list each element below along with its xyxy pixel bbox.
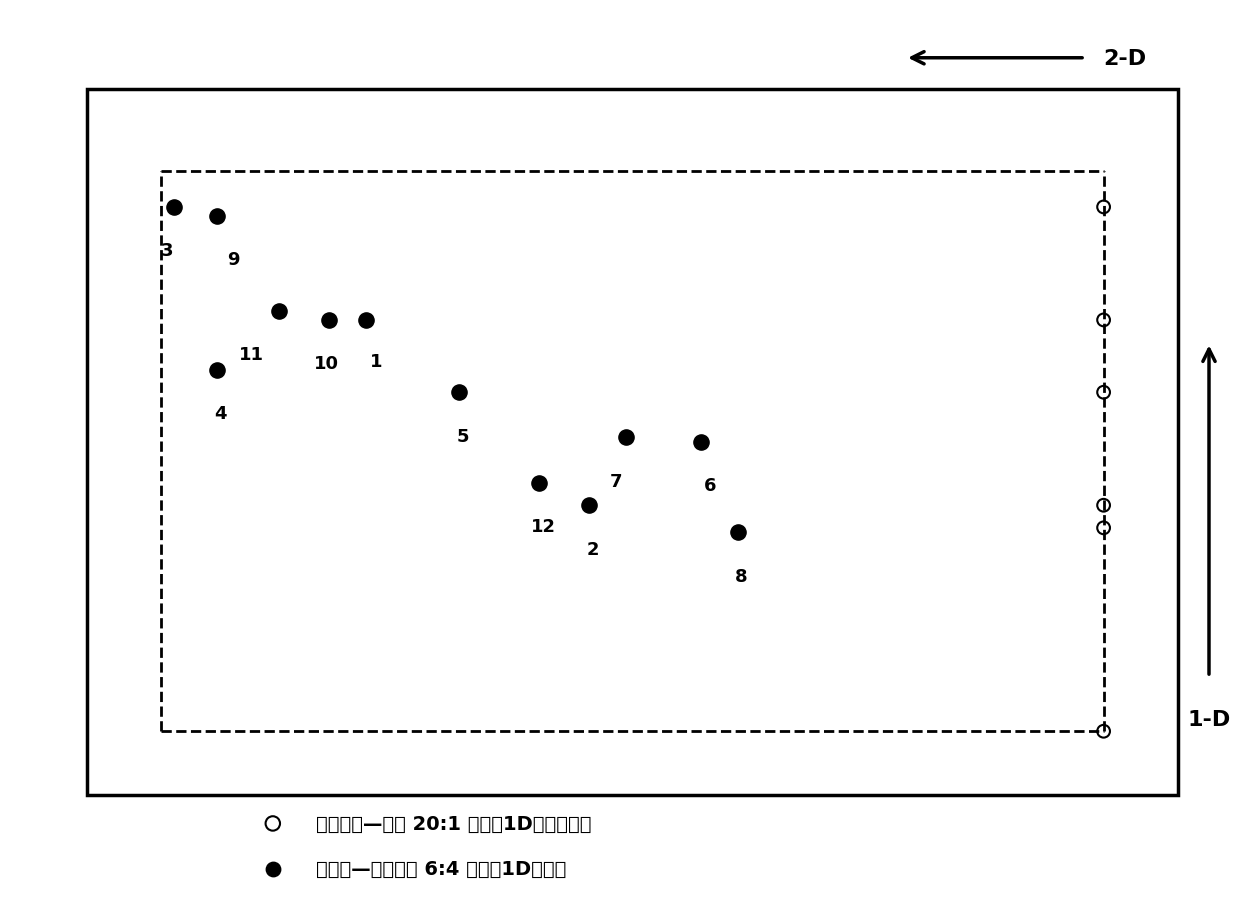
- Text: 10: 10: [314, 355, 339, 373]
- Text: 8: 8: [735, 567, 748, 585]
- Point: [1094, 498, 1114, 513]
- Text: 11: 11: [239, 346, 264, 364]
- Text: 2-D: 2-D: [1104, 49, 1147, 69]
- Point: [207, 363, 227, 377]
- Text: 二氯甲烷—甲醇 20:1 一维（1D）洗脱结果: 二氯甲烷—甲醇 20:1 一维（1D）洗脱结果: [316, 814, 591, 833]
- Point: [616, 431, 636, 445]
- Point: [263, 861, 283, 876]
- Point: [207, 209, 227, 224]
- Point: [1094, 521, 1114, 535]
- Point: [1094, 386, 1114, 400]
- Point: [356, 313, 376, 328]
- Point: [263, 816, 283, 831]
- Point: [164, 200, 184, 215]
- Text: 6: 6: [704, 477, 717, 495]
- Point: [1094, 200, 1114, 215]
- Text: 正己烷—乙酸乙酯 6:4 二维（1D）洗脱: 正己烷—乙酸乙酯 6:4 二维（1D）洗脱: [316, 859, 567, 879]
- Point: [1094, 313, 1114, 328]
- Point: [579, 498, 599, 513]
- Point: [319, 313, 339, 328]
- Text: 12: 12: [531, 517, 556, 535]
- Point: [1094, 724, 1114, 739]
- Text: 1: 1: [370, 352, 382, 370]
- Text: 2: 2: [587, 540, 599, 558]
- Text: 7: 7: [610, 472, 622, 490]
- Point: [449, 386, 469, 400]
- Point: [728, 526, 748, 540]
- Text: 9: 9: [227, 251, 239, 269]
- Point: [269, 304, 289, 319]
- Text: 4: 4: [215, 405, 227, 423]
- Text: 5: 5: [456, 427, 469, 445]
- Text: 3: 3: [161, 242, 174, 260]
- Point: [691, 435, 711, 450]
- Text: 1-D: 1-D: [1188, 709, 1230, 729]
- Point: [529, 476, 549, 490]
